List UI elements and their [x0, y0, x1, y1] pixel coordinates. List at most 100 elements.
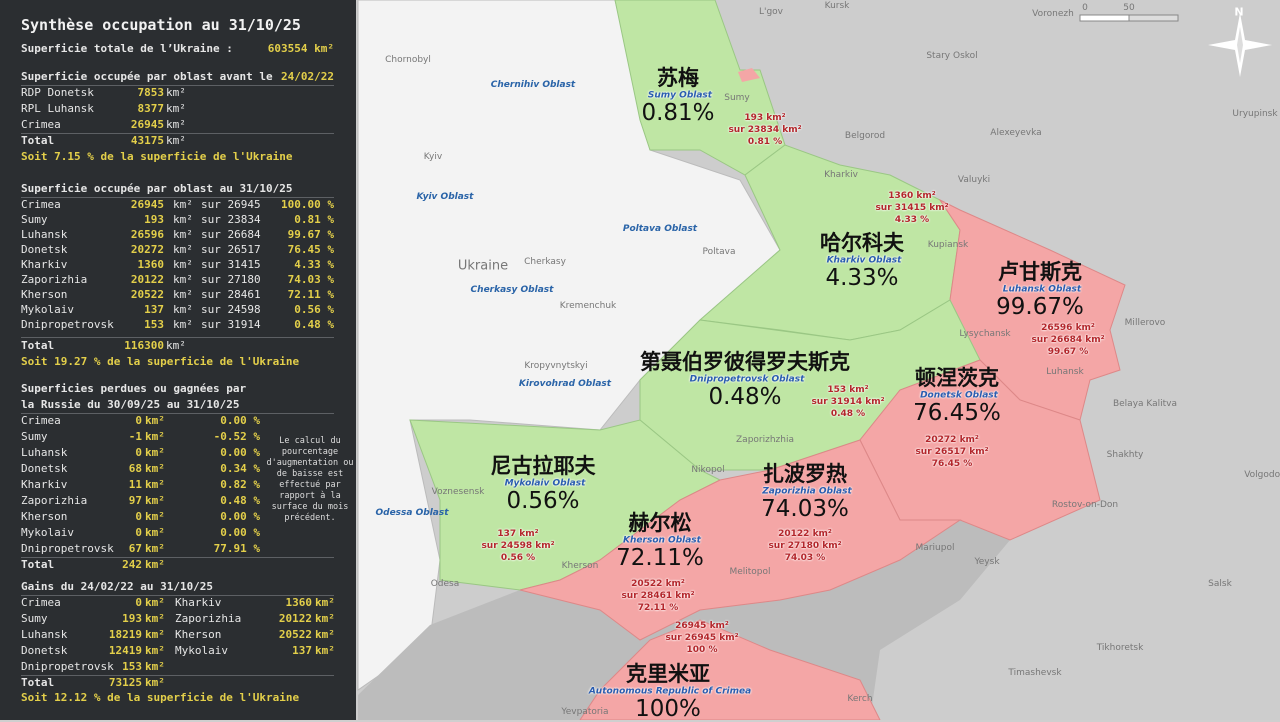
row-name: RPL Luhansk: [21, 102, 94, 115]
row-value: 8377: [137, 102, 165, 115]
region-percent: 0.81%: [641, 100, 715, 126]
row-total: sur 31415: [201, 258, 261, 271]
region-occupied-info: 20272 km² sur 26517 km² 76.45 %: [915, 435, 989, 469]
row-value: 20122: [130, 273, 164, 286]
region-occupied-info: 153 km² sur 31914 km² 0.48 %: [811, 385, 885, 419]
row-unit: km²: [145, 462, 165, 475]
row-total: sur 26684: [201, 228, 261, 241]
row-total: sur 31914: [201, 318, 261, 331]
region-name-en: Luhansk Oblast: [1002, 284, 1082, 295]
section-header: Gains du 24/02/22 au 31/10/25: [21, 580, 214, 593]
city-label: Poltava: [702, 247, 736, 257]
row-unit: km²: [315, 644, 335, 657]
region-name-en: Donetsk Oblast: [920, 390, 998, 401]
row-value: 153: [144, 318, 164, 331]
row-total: sur 27180: [201, 273, 261, 286]
kherson-zaporizhia-occupied: [519, 439, 962, 641]
row-percent: 4.33 %: [294, 258, 334, 271]
row-percent: -0.52 %: [213, 430, 260, 443]
city-label: Kherson: [561, 561, 599, 571]
compass-icon: [1208, 13, 1272, 77]
region-percent: 74.03%: [761, 496, 849, 522]
region-name-zh: 扎波罗热: [763, 461, 847, 486]
row-name: Zaporizhia: [21, 494, 88, 507]
row-name: Donetsk: [21, 462, 68, 475]
region-name-en: Autonomous Republic of Crimea: [588, 686, 752, 697]
row-name: Donetsk: [21, 644, 68, 657]
city-label: Chornobyl: [385, 55, 431, 65]
panel-title: Synthèse occupation au 31/10/25: [21, 16, 301, 34]
city-label: Rostov-on-Don: [1051, 500, 1119, 510]
row-unit: km²: [315, 612, 335, 625]
region-name-zh: 顿涅茨克: [915, 365, 999, 390]
summary: Soit 7.15 % de la superficie de l'Ukrain…: [21, 150, 293, 163]
row-unit: km²: [173, 318, 193, 331]
region-occupied-info: 193 km² sur 23834 km² 0.81 %: [728, 113, 802, 147]
region-name-zh: 赫尔松: [628, 510, 692, 535]
row-name: Kharkiv: [21, 258, 68, 271]
city-label: Millerovo: [1124, 318, 1166, 328]
row-total: sur 24598: [201, 303, 261, 316]
row-unit: km²: [173, 213, 193, 226]
city-label: Belaya Kalitva: [1112, 399, 1178, 409]
row-unit: km²: [145, 494, 165, 507]
city-label: Yevpatoria: [561, 707, 609, 717]
divider: [21, 133, 334, 134]
row-unit: km²: [166, 118, 186, 131]
region-name-zh: 哈尔科夫: [820, 230, 904, 255]
divider: [21, 557, 334, 558]
total-area-label: Superficie totale de l’Ukraine :: [21, 42, 233, 55]
row-name: Sumy: [21, 430, 48, 443]
scale-fifty: 50: [1123, 3, 1135, 13]
row-value: 26945: [130, 118, 164, 131]
row-percent: 0.34 %: [220, 462, 260, 475]
region-name-en: Mykolaiv Oblast: [504, 478, 586, 489]
row-name: Mykolaiv: [21, 303, 74, 316]
row-value: 193: [122, 612, 142, 625]
row-unit: km²: [145, 446, 165, 459]
region-occupied-info: 26596 km² sur 26684 km² 99.67 %: [1031, 323, 1105, 357]
row-unit: km²: [173, 303, 193, 316]
total-unit: km²: [145, 676, 165, 689]
row-value: 0: [135, 526, 142, 539]
city-label: Salsk: [1208, 579, 1232, 589]
row-percent: 0.81 %: [294, 213, 334, 226]
row-name: Zaporizhia: [21, 273, 88, 286]
row-unit: km²: [145, 596, 165, 609]
oblast-label: Kyiv Oblast: [416, 192, 474, 202]
region-percent: 0.56%: [506, 488, 580, 514]
row-unit: km²: [145, 644, 165, 657]
row-percent: 0.00 %: [220, 510, 260, 523]
row-value: 0: [135, 446, 142, 459]
row-percent: 0.56 %: [294, 303, 334, 316]
row-name: Dnipropetrovsk: [21, 542, 114, 555]
region-percent: 4.33%: [825, 265, 899, 291]
row-value: 11: [128, 478, 142, 491]
row-name: Luhansk: [21, 628, 68, 641]
row-unit: km²: [173, 258, 193, 271]
city-label: Kropyvnytskyi: [524, 361, 588, 371]
row-percent: 0.00 %: [220, 414, 260, 427]
city-label: Zaporizhzhia: [736, 435, 794, 445]
row-value: 20522: [278, 628, 312, 641]
sumy-occupied: [738, 68, 760, 82]
row-name: Kherson: [175, 628, 222, 641]
row-unit: km²: [145, 660, 165, 673]
row-unit: km²: [145, 628, 165, 641]
row-percent: 0.48 %: [220, 494, 260, 507]
row-unit: km²: [145, 430, 165, 443]
row-name: Dnipropetrovsk: [21, 318, 114, 331]
city-label: L'gov: [758, 7, 784, 17]
city-label: Kupiansk: [927, 240, 969, 250]
row-name: Crimea: [21, 118, 61, 131]
row-unit: km²: [145, 510, 165, 523]
total-label: Total: [21, 339, 55, 352]
region-occupied-info: 1360 km² sur 31415 km² 4.33 %: [875, 191, 949, 225]
row-value: 18219: [108, 628, 142, 641]
row-unit: km²: [315, 628, 335, 641]
region-name-zh: 克里米亚: [626, 661, 710, 686]
region-percent: 76.45%: [913, 400, 1001, 426]
row-unit: km²: [166, 102, 186, 115]
row-percent: 0.00 %: [220, 446, 260, 459]
city-label: Kremenchuk: [559, 301, 617, 311]
